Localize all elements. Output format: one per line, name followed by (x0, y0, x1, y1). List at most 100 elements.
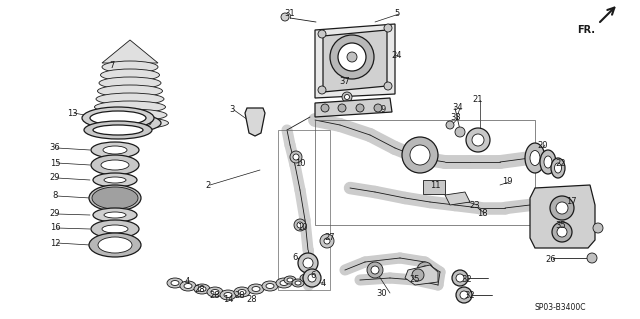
Text: 34: 34 (452, 103, 463, 113)
Circle shape (318, 86, 326, 94)
Ellipse shape (540, 150, 556, 174)
Circle shape (466, 128, 490, 152)
Text: 17: 17 (566, 197, 576, 206)
Circle shape (410, 145, 430, 165)
Circle shape (557, 227, 567, 237)
Ellipse shape (180, 281, 196, 291)
Bar (315, 120, 535, 225)
Circle shape (324, 238, 330, 244)
Text: 27: 27 (324, 234, 335, 242)
Ellipse shape (100, 69, 159, 81)
Circle shape (384, 82, 392, 90)
Text: 21: 21 (473, 95, 483, 105)
Text: 19: 19 (502, 177, 512, 187)
Ellipse shape (220, 290, 236, 300)
Ellipse shape (287, 278, 293, 282)
Ellipse shape (280, 280, 288, 286)
Ellipse shape (551, 158, 565, 178)
Ellipse shape (92, 187, 138, 209)
Circle shape (290, 151, 302, 163)
Circle shape (298, 253, 318, 273)
Text: 35: 35 (556, 220, 566, 229)
Text: 30: 30 (377, 288, 387, 298)
Ellipse shape (98, 237, 132, 253)
Circle shape (344, 94, 349, 100)
Ellipse shape (102, 61, 158, 73)
Text: 13: 13 (67, 108, 77, 117)
Circle shape (456, 274, 464, 282)
Ellipse shape (96, 93, 164, 105)
Ellipse shape (97, 85, 163, 97)
Text: 32: 32 (465, 292, 476, 300)
Polygon shape (323, 30, 387, 92)
Text: 10: 10 (297, 224, 307, 233)
Circle shape (293, 154, 299, 160)
Text: 28: 28 (210, 291, 220, 300)
Ellipse shape (84, 121, 152, 139)
Ellipse shape (224, 293, 232, 298)
Circle shape (452, 270, 468, 286)
Ellipse shape (554, 163, 561, 173)
Ellipse shape (211, 290, 219, 294)
Text: 14: 14 (223, 295, 233, 305)
Circle shape (417, 262, 433, 278)
Circle shape (303, 258, 313, 268)
Circle shape (367, 262, 383, 278)
Ellipse shape (198, 286, 206, 292)
Text: 4: 4 (321, 278, 326, 287)
Text: FR.: FR. (577, 25, 595, 35)
Ellipse shape (103, 146, 127, 154)
Ellipse shape (252, 286, 260, 292)
Circle shape (342, 92, 352, 102)
Text: 18: 18 (477, 209, 487, 218)
Circle shape (472, 134, 484, 146)
Text: 29: 29 (50, 210, 60, 219)
Text: 36: 36 (50, 144, 60, 152)
Ellipse shape (104, 177, 126, 183)
Text: 28: 28 (195, 286, 205, 294)
Text: 3: 3 (229, 106, 235, 115)
Ellipse shape (292, 279, 304, 287)
Polygon shape (315, 24, 395, 98)
Ellipse shape (530, 151, 540, 166)
Text: 7: 7 (109, 61, 115, 70)
Polygon shape (445, 192, 470, 205)
Circle shape (460, 291, 468, 299)
Bar (278, 130, 330, 290)
Circle shape (338, 43, 366, 71)
Polygon shape (245, 108, 265, 136)
Ellipse shape (300, 274, 312, 282)
Ellipse shape (99, 191, 131, 205)
Circle shape (321, 104, 329, 112)
Ellipse shape (109, 118, 151, 128)
Ellipse shape (89, 233, 141, 257)
Text: 31: 31 (285, 10, 295, 19)
Ellipse shape (93, 125, 143, 135)
Ellipse shape (184, 284, 192, 288)
Ellipse shape (266, 284, 274, 288)
Circle shape (384, 24, 392, 32)
Ellipse shape (171, 280, 179, 286)
Circle shape (308, 274, 316, 282)
Polygon shape (315, 98, 392, 117)
Circle shape (297, 222, 303, 228)
Ellipse shape (284, 276, 296, 284)
Circle shape (593, 223, 603, 233)
Text: 4: 4 (184, 277, 189, 286)
Polygon shape (102, 40, 158, 63)
Ellipse shape (207, 287, 223, 297)
Text: 24: 24 (392, 50, 403, 60)
Ellipse shape (101, 160, 129, 170)
Ellipse shape (99, 77, 161, 89)
Ellipse shape (82, 107, 154, 129)
Ellipse shape (90, 111, 146, 125)
Text: 5: 5 (394, 10, 399, 19)
Text: 16: 16 (50, 224, 60, 233)
Circle shape (412, 269, 424, 281)
Ellipse shape (102, 225, 128, 233)
Ellipse shape (234, 287, 250, 297)
Circle shape (550, 196, 574, 220)
Text: 15: 15 (50, 159, 60, 167)
Text: 23: 23 (470, 201, 480, 210)
Text: 8: 8 (52, 191, 58, 201)
